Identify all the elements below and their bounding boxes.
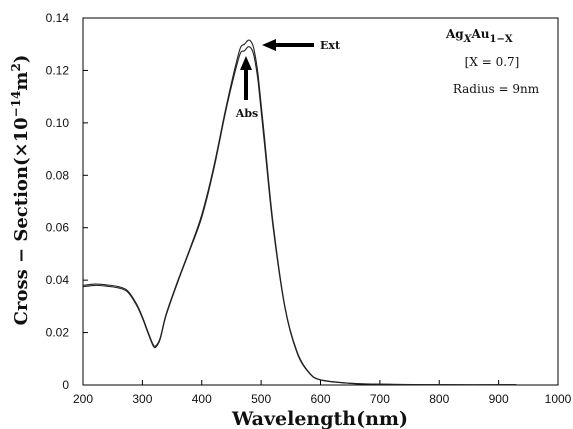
x-tick-label: 700: [370, 392, 390, 406]
x-tick-label: 400: [192, 392, 212, 406]
ext-arrow: [262, 39, 314, 51]
y-axis-title-exp: −14: [9, 91, 23, 118]
formula-au: Au: [470, 27, 489, 41]
x-axis-ticks: 200 300 400 500 600 700 800 900 1000: [73, 380, 572, 406]
x-tick-label: 500: [251, 392, 271, 406]
y-tick-label: 0.04: [46, 273, 70, 287]
composition-label: [X = 0.7]: [465, 55, 520, 69]
y-axis-title-close: ): [11, 55, 32, 64]
abs-label: Abs: [235, 107, 258, 120]
x-tick-label: 800: [429, 392, 449, 406]
y-tick-label: 0.14: [46, 11, 70, 25]
x-tick-label: 1000: [545, 392, 572, 406]
series-group: [82, 39, 517, 386]
y-axis-title: Cross − Section(×10−14m2): [9, 55, 32, 326]
formula-sub-x: X: [463, 34, 473, 45]
x-axis-title: Wavelength(nm): [231, 408, 408, 429]
x-tick-label: 300: [132, 392, 152, 406]
y-axis-title-unit-exp: 2: [9, 63, 23, 71]
y-axis-title-main: Cross − Section(×10: [11, 117, 32, 325]
x-tick-label: 900: [489, 392, 509, 406]
y-tick-label: 0.10: [46, 116, 70, 130]
series-line-abs: [82, 46, 517, 386]
y-tick-label: 0.12: [46, 63, 70, 77]
x-tick-label: 200: [73, 392, 93, 406]
alloy-formula: AgXAu1−X: [445, 27, 513, 45]
formula-sub-1-x: 1−X: [490, 34, 513, 45]
x-tick-label: 600: [310, 392, 330, 406]
y-tick-label: 0: [62, 378, 69, 392]
radius-label: Radius = 9nm: [453, 82, 540, 96]
y-axis-ticks: 0 0.02 0.04 0.06 0.08 0.10 0.12 0.14: [46, 11, 88, 392]
abs-arrow: [240, 56, 252, 100]
y-tick-label: 0.08: [46, 168, 70, 182]
formula-ag: Ag: [445, 27, 464, 41]
y-axis-title-unit: m: [11, 72, 32, 91]
y-tick-label: 0.06: [46, 221, 70, 235]
y-tick-label: 0.02: [46, 326, 70, 340]
ext-label: Ext: [320, 39, 341, 52]
